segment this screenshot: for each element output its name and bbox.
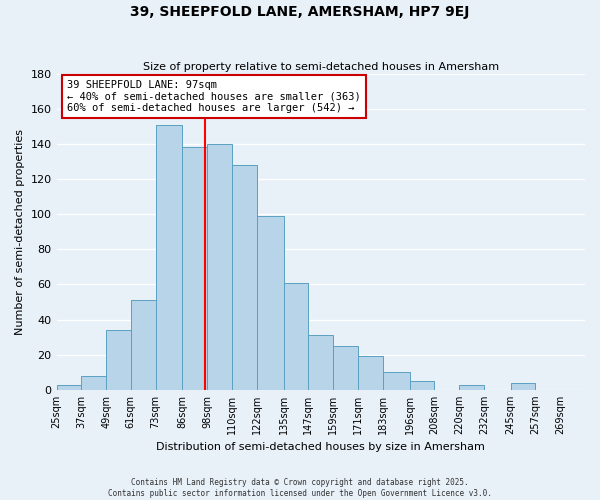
Bar — [358, 356, 383, 390]
Bar — [410, 381, 434, 390]
Bar — [182, 148, 207, 390]
Bar — [511, 383, 535, 390]
Bar — [333, 346, 358, 390]
Bar — [207, 144, 232, 390]
Bar — [232, 165, 257, 390]
Bar — [383, 372, 410, 390]
Bar — [155, 124, 182, 390]
Bar — [308, 336, 333, 390]
Bar — [459, 384, 484, 390]
Title: Size of property relative to semi-detached houses in Amersham: Size of property relative to semi-detach… — [143, 62, 499, 72]
Text: 39 SHEEPFOLD LANE: 97sqm
← 40% of semi-detached houses are smaller (363)
60% of : 39 SHEEPFOLD LANE: 97sqm ← 40% of semi-d… — [67, 80, 361, 113]
Bar — [82, 376, 106, 390]
Bar — [257, 216, 284, 390]
Y-axis label: Number of semi-detached properties: Number of semi-detached properties — [15, 128, 25, 334]
Bar — [131, 300, 155, 390]
Text: Contains HM Land Registry data © Crown copyright and database right 2025.
Contai: Contains HM Land Registry data © Crown c… — [108, 478, 492, 498]
X-axis label: Distribution of semi-detached houses by size in Amersham: Distribution of semi-detached houses by … — [157, 442, 485, 452]
Bar — [56, 384, 82, 390]
Bar — [284, 282, 308, 390]
Bar — [106, 330, 131, 390]
Text: 39, SHEEPFOLD LANE, AMERSHAM, HP7 9EJ: 39, SHEEPFOLD LANE, AMERSHAM, HP7 9EJ — [130, 5, 470, 19]
